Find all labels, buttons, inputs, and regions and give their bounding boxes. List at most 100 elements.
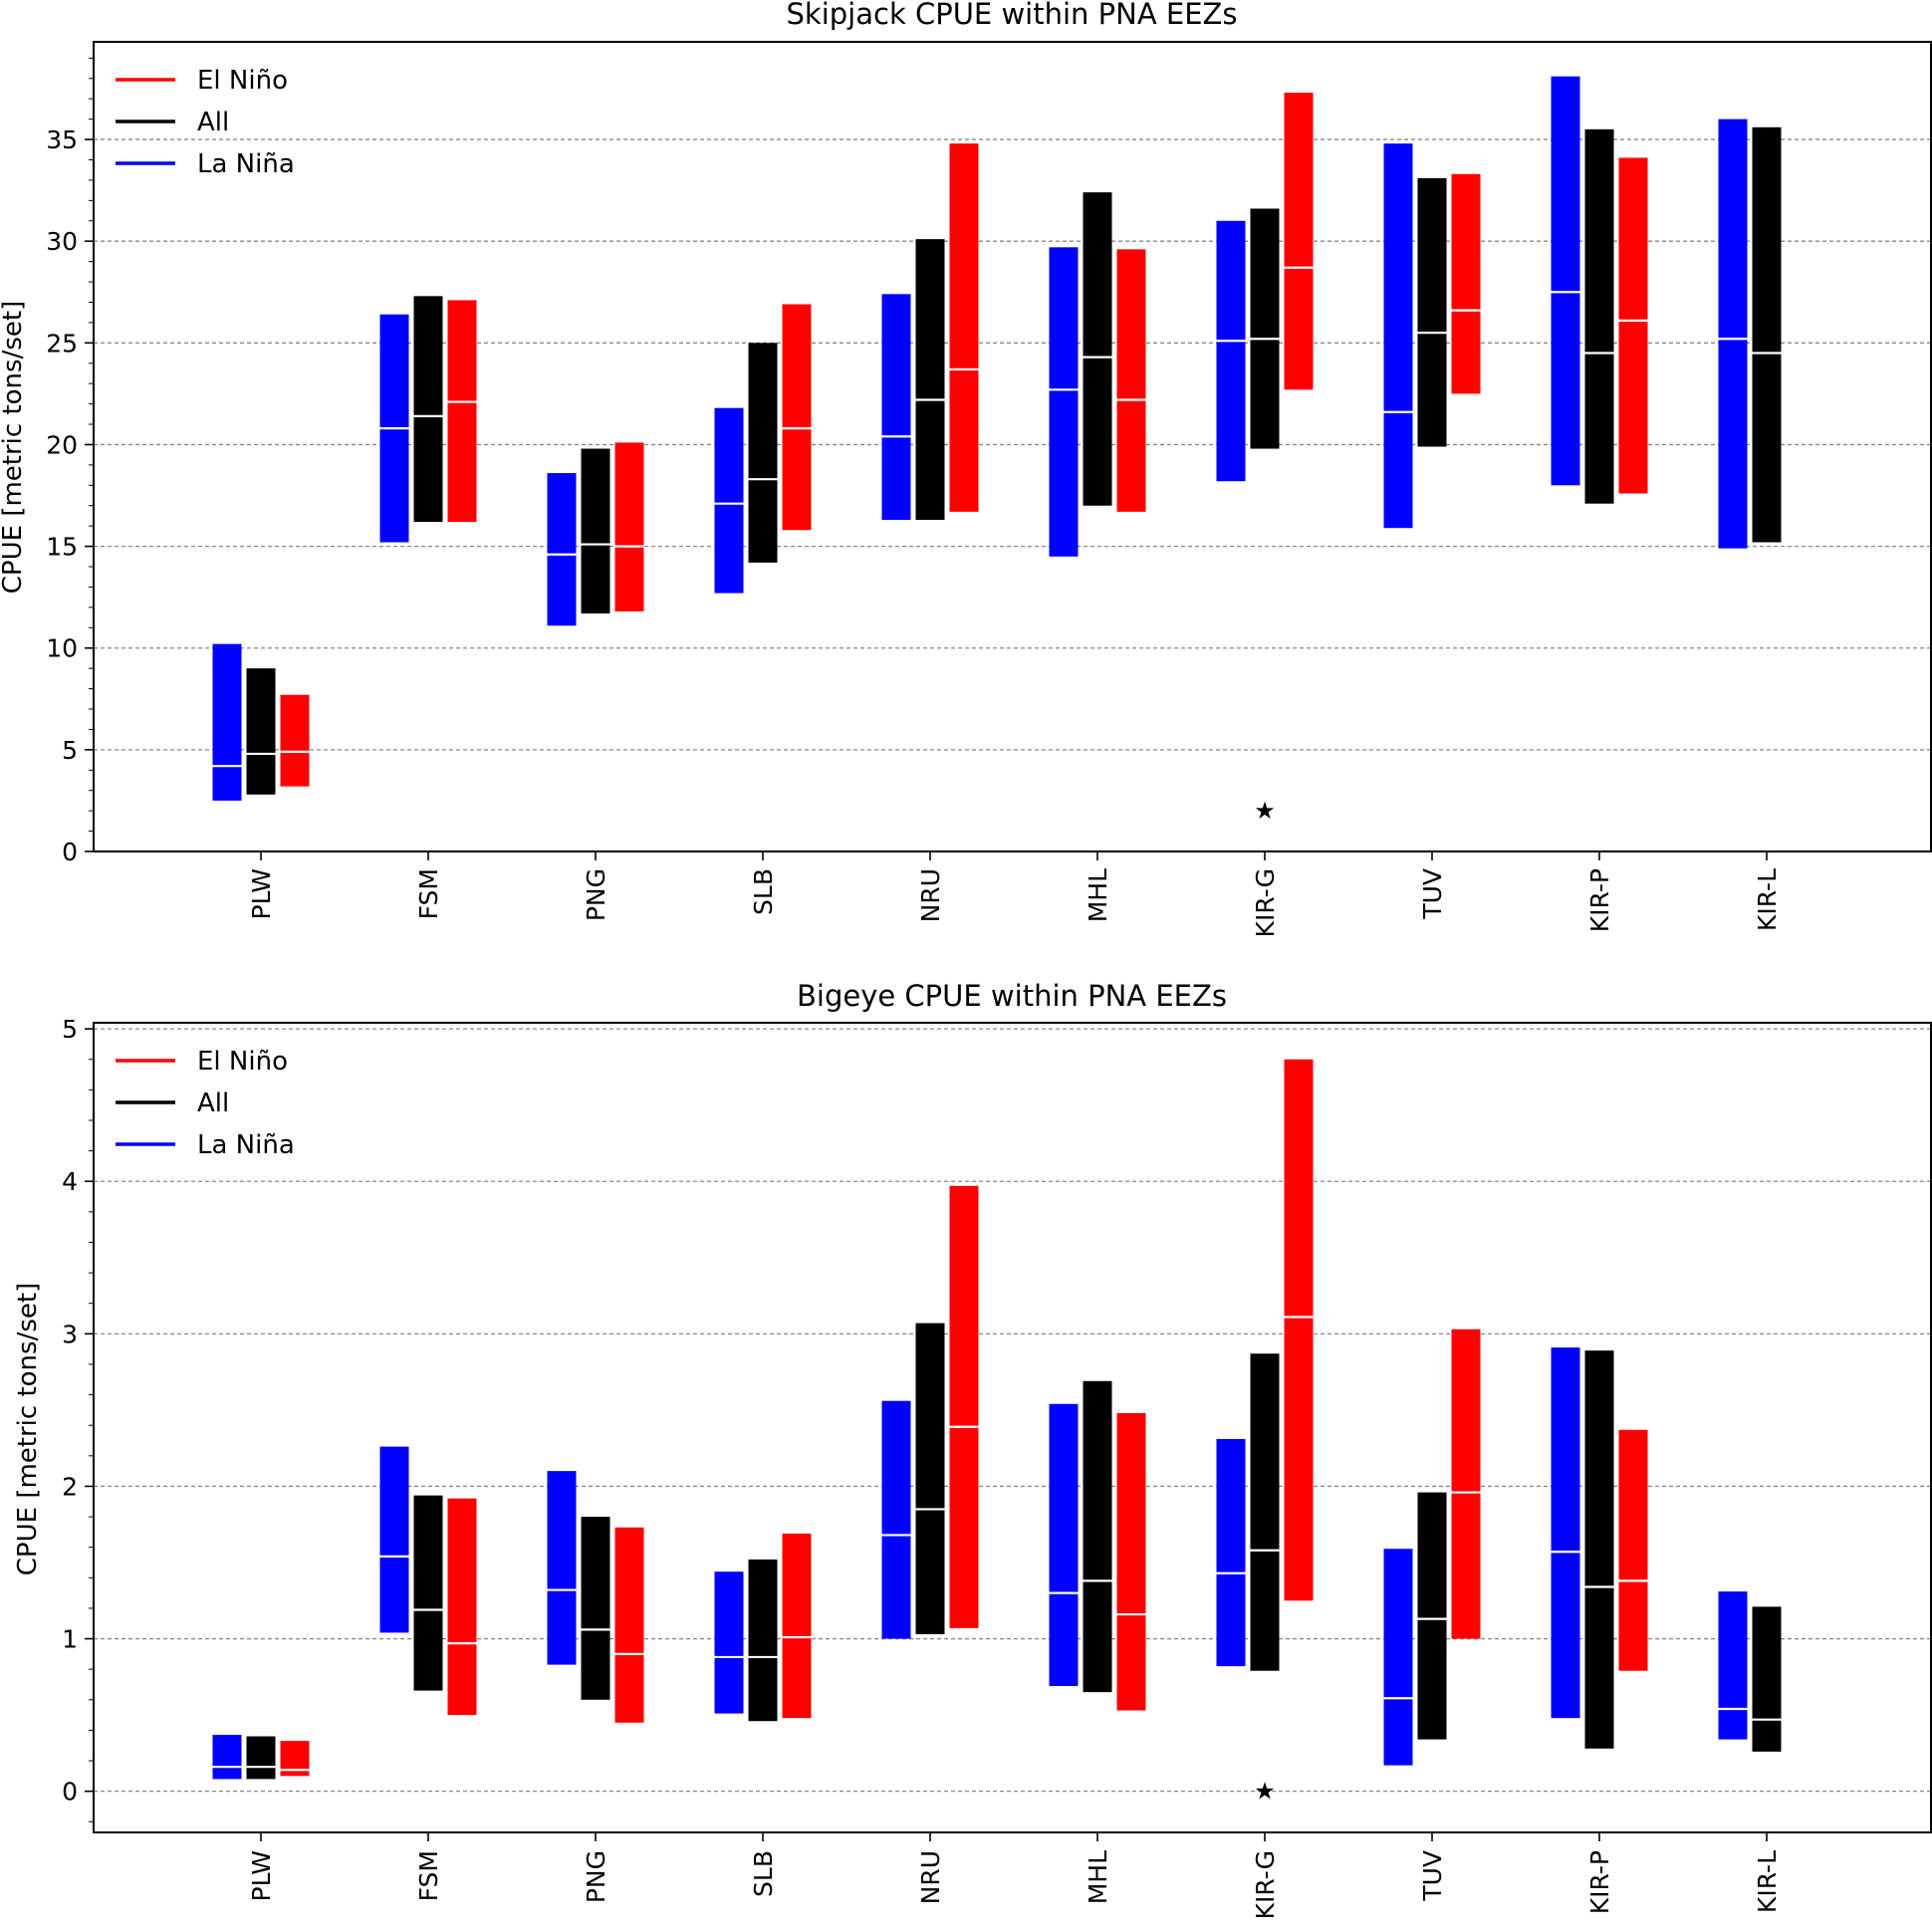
chart-title: Bigeye CPUE within PNA EEZs: [797, 979, 1227, 1013]
range-bar: [881, 294, 911, 521]
range-bar: [1618, 157, 1648, 494]
x-tick-label: KIR-P: [1585, 868, 1614, 932]
x-tick-label: SLB: [749, 1850, 778, 1897]
range-bar: [1718, 1591, 1748, 1740]
range-bar: [1250, 208, 1280, 449]
y-tick-label: 0: [62, 838, 78, 866]
range-bar: [1284, 1059, 1314, 1601]
legend-label: La Niña: [197, 1130, 295, 1160]
y-tick-label: 15: [46, 533, 78, 562]
legend-label: All: [197, 1088, 229, 1118]
range-bar: [547, 1471, 577, 1665]
skipjack-chart: Skipjack CPUE within PNA EEZs CPUE [metr…: [0, 0, 1932, 937]
y-axis-label: CPUE [metric tons/set]: [13, 1283, 43, 1575]
range-bar: [714, 407, 744, 594]
range-bar: [379, 1446, 409, 1633]
range-bar: [881, 1400, 911, 1639]
legend-label: All: [197, 108, 229, 137]
range-bar: [614, 442, 644, 611]
y-tick-label: 20: [46, 430, 78, 459]
range-bar: [949, 1185, 979, 1628]
x-tick-label: NRU: [916, 868, 945, 922]
range-bar: [915, 1323, 945, 1634]
bigeye-chart: Bigeye CPUE within PNA EEZs CPUE [metric…: [13, 979, 1932, 1919]
range-bar: [782, 1533, 812, 1719]
x-tick-label: KIR-P: [1585, 1850, 1614, 1914]
range-bar: [1049, 1403, 1079, 1687]
range-bar: [581, 1517, 610, 1700]
range-bar: [447, 1498, 477, 1716]
y-tick-label: 35: [46, 125, 78, 154]
x-tick-label: PNG: [582, 1850, 610, 1903]
x-tick-label: KIR-G: [1251, 868, 1280, 937]
range-bar: [1584, 128, 1614, 504]
y-tick-label: 2: [62, 1472, 78, 1501]
range-bar: [1752, 1606, 1782, 1752]
range-bar: [1250, 1353, 1280, 1671]
range-bar: [1216, 1438, 1246, 1667]
range-bar: [547, 473, 577, 626]
range-bar: [748, 1559, 778, 1722]
y-tick-label: 3: [62, 1320, 78, 1348]
range-bar: [1383, 1549, 1413, 1766]
range-bar: [1284, 93, 1314, 390]
legend-label: El Niño: [197, 1047, 288, 1077]
legend-label: El Niño: [197, 66, 288, 96]
range-bar: [581, 448, 610, 614]
y-tick-label: 30: [46, 227, 78, 256]
range-bar: [1451, 173, 1481, 394]
range-bar: [714, 1571, 744, 1714]
range-bar: [949, 143, 979, 512]
x-tick-label: FSM: [414, 868, 443, 919]
y-tick-label: 4: [62, 1167, 78, 1196]
range-bar: [413, 296, 443, 523]
range-bar: [1451, 1328, 1481, 1639]
x-tick-label: KIR-L: [1753, 868, 1782, 931]
range-bar: [1584, 1350, 1614, 1749]
x-tick-label: FSM: [414, 1850, 443, 1901]
range-bar: [212, 643, 242, 801]
range-bar: [1049, 247, 1079, 557]
x-tick-label: MHL: [1084, 1850, 1112, 1904]
range-bar: [1551, 1347, 1580, 1719]
range-bar: [1618, 1429, 1648, 1671]
chart-title: Skipjack CPUE within PNA EEZs: [787, 0, 1238, 31]
range-bar: [1116, 249, 1146, 512]
x-tick-label: KIR-G: [1251, 1850, 1280, 1919]
x-tick-label: MHL: [1084, 868, 1112, 922]
range-bar: [1383, 143, 1413, 529]
range-bar: [915, 239, 945, 521]
x-tick-label: TUV: [1418, 1850, 1447, 1902]
star-marker: ★: [1254, 1778, 1276, 1806]
y-tick-label: 25: [46, 329, 78, 358]
range-bar: [782, 304, 812, 531]
range-bar: [1083, 1380, 1112, 1693]
range-bar: [1417, 1492, 1447, 1740]
range-bar: [1417, 177, 1447, 447]
range-bar: [246, 668, 276, 795]
range-bar: [1083, 192, 1112, 506]
x-tick-label: PLW: [247, 1850, 276, 1901]
y-axis-label: CPUE [metric tons/set]: [0, 301, 28, 594]
range-bar: [280, 694, 310, 787]
range-bar: [1551, 76, 1580, 486]
range-bar: [1752, 126, 1782, 543]
range-bar: [1216, 220, 1246, 482]
x-tick-label: KIR-L: [1753, 1850, 1782, 1913]
star-marker: ★: [1254, 797, 1276, 825]
y-tick-label: 10: [46, 634, 78, 663]
y-tick-label: 5: [62, 736, 78, 765]
range-bar: [1718, 119, 1748, 549]
range-bar: [447, 300, 477, 523]
y-tick-label: 0: [62, 1778, 78, 1807]
plot-frame: [93, 1022, 1932, 1833]
x-tick-label: SLB: [749, 868, 778, 915]
x-tick-label: TUV: [1418, 868, 1447, 920]
y-tick-label: 5: [62, 1015, 78, 1044]
range-bar: [246, 1736, 276, 1780]
legend-label: La Niña: [197, 149, 295, 179]
range-bar: [614, 1527, 644, 1723]
plot-frame: [93, 41, 1932, 852]
range-bar: [1116, 1412, 1146, 1711]
